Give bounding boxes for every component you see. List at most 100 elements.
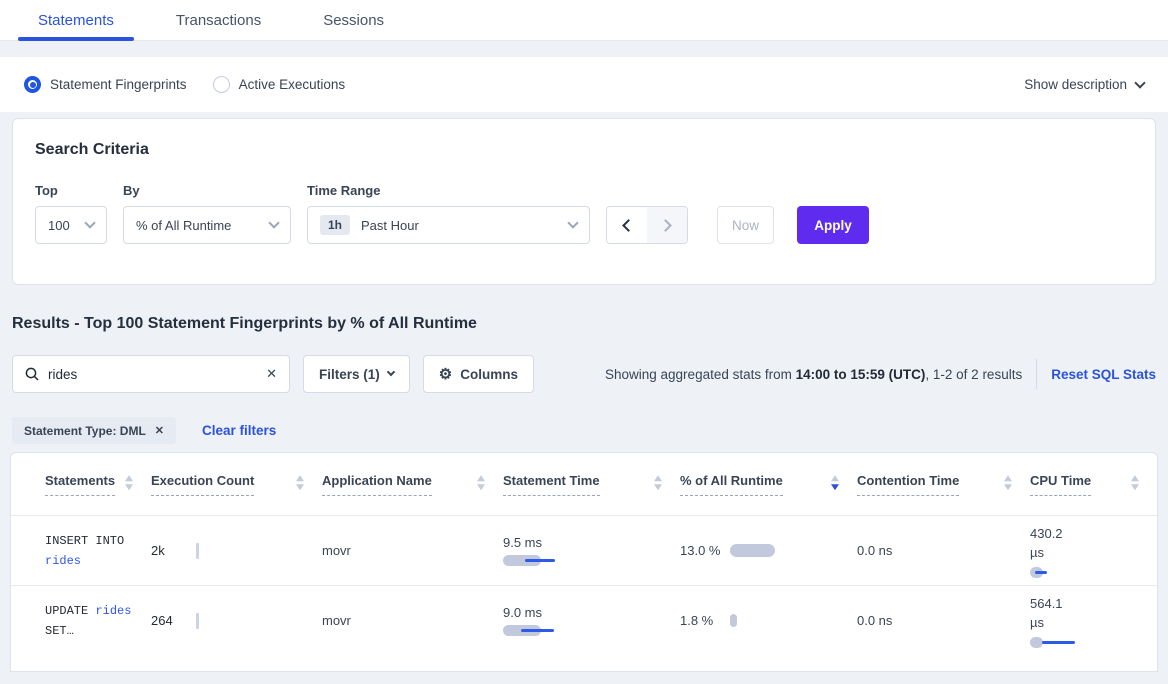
radio-active-executions[interactable]: Active Executions [212, 76, 346, 93]
top-select[interactable]: 100 [35, 206, 107, 244]
time-range-badge: 1h [320, 215, 351, 235]
cpu-time-value: 430.2 µs [1030, 525, 1063, 560]
application-name-value: movr [322, 543, 351, 558]
show-description-label: Show description [1024, 77, 1127, 92]
statements-table: Statements Execution Count Application N… [10, 452, 1158, 672]
filter-chip-label: Statement Type: DML [24, 423, 146, 438]
radio-statement-fingerprints[interactable]: Statement Fingerprints [24, 76, 187, 93]
search-icon [25, 367, 39, 381]
execution-count-value: 2k [151, 543, 165, 558]
sort-icon[interactable] [1131, 475, 1139, 491]
time-range-label: Time Range [307, 183, 381, 198]
apply-button[interactable]: Apply [797, 206, 869, 244]
chevron-down-icon [386, 367, 396, 377]
col-header-statement-time[interactable]: Statement Time [503, 473, 680, 496]
col-header-cpu-time[interactable]: CPU Time [1030, 473, 1157, 496]
execution-count-bar [196, 612, 199, 629]
time-next-button[interactable] [647, 207, 687, 243]
contention-time-value: 0.0 ns [857, 613, 893, 628]
col-header-execution-count[interactable]: Execution Count [151, 473, 322, 496]
contention-time-value: 0.0 ns [857, 543, 893, 558]
summary-time-range: 14:00 to 15:59 (UTC) [795, 366, 926, 382]
tab-statements-label: Statements [38, 11, 114, 29]
sort-icon[interactable] [296, 475, 304, 491]
remove-filter-icon[interactable]: ✕ [154, 425, 165, 437]
cpu-time-value: 564.1 µs [1030, 595, 1063, 630]
time-range-value: Past Hour [361, 217, 419, 233]
pct-runtime-value: 1.8 % [680, 613, 714, 628]
results-summary: Showing aggregated stats from 14:00 to 1… [605, 367, 1022, 382]
caret-left-icon [622, 218, 635, 232]
top-label: Top [35, 183, 58, 198]
reset-sql-stats-link[interactable]: Reset SQL Stats [1051, 366, 1156, 382]
statement-time-value: 9.5 ms [503, 535, 543, 550]
statement-time-value: 9.0 ms [503, 605, 543, 620]
search-criteria-title: Search Criteria [35, 141, 149, 158]
time-prev-button[interactable] [607, 207, 647, 243]
statement-link[interactable]: rides [45, 553, 82, 568]
statement-time-bar [503, 555, 561, 566]
by-select[interactable]: % of All Runtime [123, 206, 291, 244]
chevron-down-icon [84, 217, 96, 229]
execution-count-value: 264 [151, 613, 173, 628]
by-label: By [123, 183, 140, 198]
statement-time-bar [503, 625, 561, 636]
time-range-select[interactable]: 1h Past Hour [307, 206, 590, 244]
statement-fingerprint: INSERT INTO rides [45, 533, 125, 568]
col-header-contention-time[interactable]: Contention Time [857, 473, 1030, 496]
results-title: Results - Top 100 Statement Fingerprints… [12, 315, 477, 332]
clear-search-icon[interactable]: ✕ [266, 366, 277, 381]
search-input[interactable] [48, 366, 267, 382]
summary-prefix: Showing aggregated stats from [605, 366, 796, 382]
tab-transactions-label: Transactions [175, 11, 262, 29]
summary-suffix: , 1-2 of 2 results [925, 366, 1023, 382]
pct-runtime-value: 13.0 % [680, 543, 721, 558]
page-bottom-strip [0, 676, 1168, 684]
filters-button-label: Filters (1) [319, 366, 380, 382]
show-description-toggle[interactable]: Show description [1024, 76, 1146, 92]
filter-chip-statement-type: Statement Type: DML ✕ [12, 417, 177, 444]
sort-icon[interactable] [125, 475, 133, 491]
chevron-down-icon [268, 217, 280, 229]
columns-button[interactable]: ⚙ Columns [422, 355, 534, 393]
pct-runtime-bar [730, 614, 737, 627]
tab-sessions-label: Sessions [323, 11, 385, 29]
view-mode-strip: Statement Fingerprints Active Executions… [0, 57, 1168, 112]
chevron-down-icon [567, 217, 579, 229]
columns-button-label: Columns [460, 366, 518, 382]
statement-link[interactable]: rides [95, 603, 132, 618]
table-row: INSERT INTO rides 2k movr 9.5 ms 13.0 % … [11, 515, 1157, 585]
radio-statement-fingerprints-label: Statement Fingerprints [50, 77, 187, 92]
sql-activity-tabbar: Statements Transactions Sessions [0, 0, 1168, 41]
now-button[interactable]: Now [717, 206, 774, 244]
summary-divider [1036, 359, 1038, 389]
results-controls: ✕ Filters (1) ⚙ Columns Showing aggregat… [12, 355, 1156, 393]
cpu-time-bar [1030, 636, 1078, 648]
tab-transactions[interactable]: Transactions [162, 0, 275, 40]
gear-icon: ⚙ [438, 366, 453, 383]
statement-search-box: ✕ [12, 355, 290, 393]
filters-button[interactable]: Filters (1) [303, 355, 410, 393]
sort-icon[interactable] [477, 475, 485, 491]
statement-fingerprint: UPDATE rides SET… [45, 603, 132, 638]
time-nav-group [606, 206, 688, 244]
radio-unselected-icon [212, 76, 230, 93]
table-header-row: Statements Execution Count Application N… [11, 453, 1157, 515]
tab-sessions[interactable]: Sessions [309, 0, 398, 40]
top-select-value: 100 [48, 217, 70, 233]
sort-icon[interactable] [1004, 475, 1012, 491]
caret-right-icon [659, 218, 672, 232]
radio-active-executions-label: Active Executions [238, 77, 346, 92]
tab-statements[interactable]: Statements [18, 0, 134, 41]
sort-icon[interactable] [654, 475, 662, 491]
col-header-application-name[interactable]: Application Name [322, 473, 503, 496]
col-header-statements[interactable]: Statements [11, 473, 151, 496]
chevron-down-icon [1134, 76, 1146, 89]
clear-filters-link[interactable]: Clear filters [202, 423, 277, 438]
by-select-value: % of All Runtime [136, 217, 232, 233]
search-criteria-card: Search Criteria Top 100 By % of All Runt… [12, 118, 1156, 285]
pct-runtime-bar [730, 544, 775, 557]
col-header-pct-all-runtime[interactable]: % of All Runtime [680, 473, 857, 496]
application-name-value: movr [322, 613, 351, 628]
sort-icon-active-desc[interactable] [831, 475, 839, 491]
